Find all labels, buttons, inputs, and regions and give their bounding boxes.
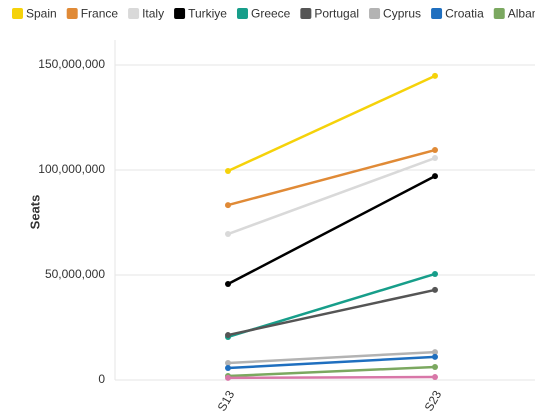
legend-label: Portugal <box>314 7 359 21</box>
legend-label: Greece <box>251 7 291 21</box>
point <box>225 168 231 175</box>
legend-label: Albania <box>508 7 535 21</box>
legend-label: Turkiye <box>188 7 227 21</box>
legend-swatch <box>236 8 248 19</box>
series-line <box>227 174 436 286</box>
y-tick-label: 50,000,000 <box>45 267 105 281</box>
y-tick-label: 150,000,000 <box>38 57 105 71</box>
point <box>432 270 438 277</box>
series-line <box>227 365 436 378</box>
legend-swatch <box>300 8 312 19</box>
series-line <box>227 156 436 236</box>
point <box>432 363 438 370</box>
point <box>225 365 231 372</box>
legend-swatch <box>12 8 23 19</box>
y-tick-label: 100,000,000 <box>38 162 105 176</box>
legend-swatch <box>493 8 505 19</box>
point <box>432 349 438 356</box>
y-tick-label: 0 <box>98 372 105 386</box>
legend-label: Italy <box>142 7 164 21</box>
legend-swatch <box>174 8 186 19</box>
legend-label: Cyprus <box>383 7 421 21</box>
legend-swatch <box>66 8 78 19</box>
series-line <box>227 288 436 337</box>
point <box>225 281 231 288</box>
point <box>432 155 438 162</box>
point <box>432 374 438 381</box>
point <box>432 353 438 360</box>
point <box>225 332 231 339</box>
legend-swatch <box>369 8 381 19</box>
point <box>432 147 438 154</box>
legend-label: Spain <box>26 7 57 21</box>
y-axis-label: Seats <box>27 195 42 230</box>
series-line <box>227 355 436 370</box>
point <box>432 173 438 180</box>
legend-label: France <box>81 7 119 21</box>
point <box>225 359 231 366</box>
series-line <box>227 375 436 380</box>
point <box>432 286 438 293</box>
x-tick-label: S23 <box>422 388 445 414</box>
point <box>225 231 231 238</box>
point <box>225 202 231 209</box>
point <box>225 374 231 381</box>
point <box>432 72 438 79</box>
series-line <box>227 148 436 207</box>
series-line <box>227 350 436 365</box>
series-line <box>227 74 436 173</box>
legend-label: Croatia <box>445 7 484 21</box>
x-tick-label: S13 <box>215 388 238 414</box>
legend-swatch <box>128 8 140 19</box>
legend-swatch <box>431 8 443 19</box>
